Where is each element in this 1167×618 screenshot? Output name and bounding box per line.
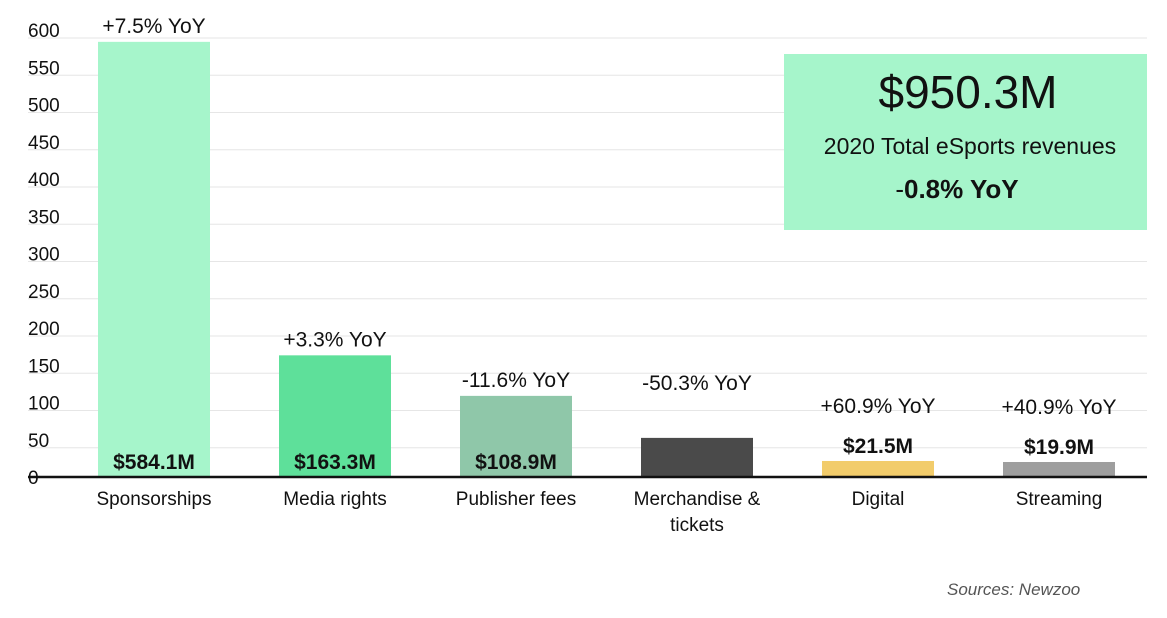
category-label: Publisher fees [456, 489, 576, 510]
y-tick-label: 200 [28, 319, 60, 340]
summary-yoy: -0.8% YoY [895, 174, 1018, 204]
y-tick-label: 450 [28, 133, 60, 154]
y-tick-label: 550 [28, 58, 60, 79]
summary-yoy-sign: - [895, 174, 904, 204]
category-label: Media rights [283, 489, 387, 510]
y-tick-label: 50 [28, 431, 49, 452]
bar-yoy-label: -50.3% YoY [642, 372, 752, 395]
bar [98, 41, 210, 478]
bar-yoy-label: +7.5% YoY [102, 15, 205, 38]
summary-box: $950.3M 2020 Total eSports revenues -0.8… [784, 54, 1147, 230]
y-tick-label: 350 [28, 207, 60, 228]
bar-yoy-label: +60.9% YoY [820, 395, 935, 418]
y-tick-label: 150 [28, 356, 60, 377]
category-labels: Sponsorships Media rights Publisher fees Me… [96, 489, 1102, 536]
summary-box-background [784, 54, 1147, 230]
y-tick-label: 400 [28, 170, 60, 191]
category-label: Digital [852, 489, 905, 510]
y-tick-label: 0 [28, 468, 39, 489]
bar-value-label: $584.1M [113, 451, 195, 474]
bar-value-label: $108.9M [475, 451, 557, 474]
y-tick-label: 300 [28, 245, 60, 266]
bar [279, 355, 391, 477]
bar-value-label: $52.5M [662, 412, 732, 435]
y-tick-label: 600 [28, 21, 60, 42]
bar-yoy-label: +40.9% YoY [1001, 396, 1116, 419]
bar-value-label: $19.9M [1024, 436, 1094, 459]
category-label: Merchandise & tickets [634, 489, 761, 536]
y-tick-label: 250 [28, 282, 60, 303]
y-tick-label: 100 [28, 394, 60, 415]
category-label: Streaming [1016, 489, 1103, 510]
source-note: Sources: Newzoo [947, 580, 1081, 599]
y-axis-ticks: 0 50 100 150 200 250 300 350 400 450 500 550 600 [28, 21, 60, 489]
bar [1003, 462, 1115, 477]
bars: $584.1M +7.5% YoY $163.3M +3.3% YoY $108.9M -… [98, 15, 1117, 478]
bar-value-label: $21.5M [843, 435, 913, 458]
category-label: Sponsorships [96, 489, 211, 510]
bar [822, 460, 934, 477]
bar-yoy-label: -11.6% YoY [462, 369, 570, 392]
bar-yoy-label: +3.3% YoY [283, 328, 386, 351]
summary-total-value: $950.3M [878, 66, 1057, 118]
y-tick-label: 500 [28, 96, 60, 117]
summary-subtitle: 2020 Total eSports revenues [824, 133, 1116, 159]
bar [641, 437, 753, 477]
bar [460, 395, 572, 477]
bar-value-label: $163.3M [294, 451, 376, 474]
summary-yoy-value: 0.8% YoY [904, 174, 1019, 204]
